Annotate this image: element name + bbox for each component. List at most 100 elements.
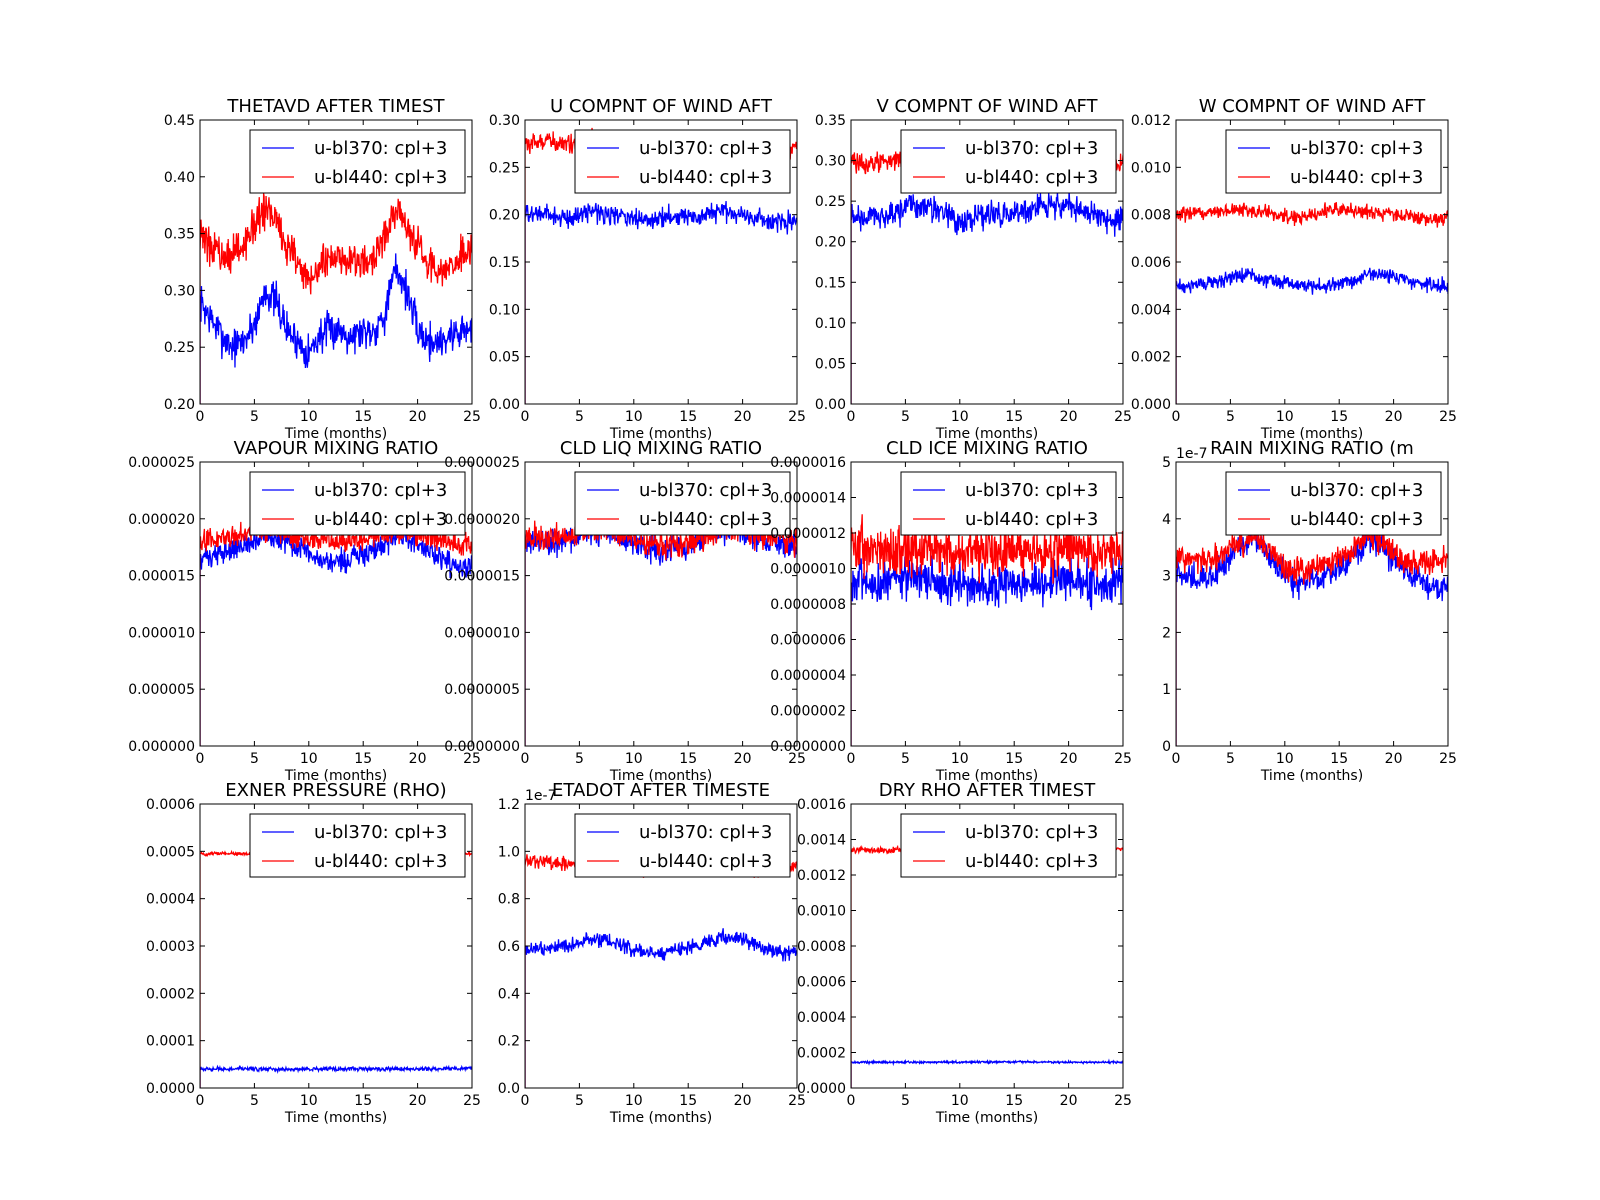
legend-entry: u-bl440: cpl+3 (639, 851, 772, 872)
x-tick-label: 15 (679, 1093, 697, 1109)
legend-entry: u-bl370: cpl+3 (1290, 138, 1423, 159)
y-tick-label: 0.25 (815, 194, 846, 210)
series-line-u-bl370 (200, 1064, 472, 1088)
y-tick-label: 0.000010 (128, 625, 195, 641)
series-line-u-bl440 (851, 844, 1123, 1088)
y-tick-label: 0.0000000 (770, 739, 846, 755)
y-tick-label: 0.45 (164, 113, 195, 129)
legend: u-bl370: cpl+3 u-bl440: cpl+3 (900, 129, 1117, 194)
y-tick-label: 1.2 (498, 797, 520, 813)
y-tick-label: 2 (1162, 625, 1171, 641)
x-tick-label: 20 (409, 751, 427, 767)
y-tick-label: 0.20 (489, 208, 520, 224)
x-tick-label: 20 (1385, 409, 1403, 425)
legend-entry: u-bl440: cpl+3 (965, 167, 1098, 188)
legend: u-bl370: cpl+3 u-bl440: cpl+3 (900, 813, 1117, 878)
x-tick-label: 10 (300, 751, 318, 767)
y-tick-label: 0.008 (1131, 208, 1171, 224)
x-axis-label: Time (months) (1260, 426, 1363, 442)
x-tick-label: 15 (354, 1093, 372, 1109)
y-tick-label: 3 (1162, 569, 1171, 585)
y-tick-label: 0.0000014 (770, 491, 846, 507)
x-tick-label: 0 (196, 751, 205, 767)
y-tick-label: 0.0002 (797, 1046, 846, 1062)
y-tick-label: 0.0002 (146, 986, 195, 1002)
legend-entry: u-bl370: cpl+3 (965, 822, 1098, 843)
series-line-u-bl370 (525, 516, 797, 746)
x-tick-label: 0 (847, 1093, 856, 1109)
x-axis-label: Time (months) (1260, 768, 1363, 784)
y-tick-label: 0 (1162, 739, 1171, 755)
x-tick-label: 5 (901, 1093, 910, 1109)
y-tick-label: 0.35 (815, 113, 846, 129)
subplot-11: 0 5 10 15 20 25 0.0000 0.0002 0.0004 0.0006 0.0008… (797, 780, 1132, 1126)
legend: u-bl370: cpl+3 u-bl440: cpl+3 (249, 813, 466, 878)
x-tick-label: 25 (463, 1093, 481, 1109)
x-tick-label: 25 (463, 409, 481, 425)
legend-entry: u-bl440: cpl+3 (965, 851, 1098, 872)
y-tick-label: 0.0004 (146, 892, 195, 908)
series-line-u-bl370 (851, 190, 1123, 404)
subplot-title: U COMPNT OF WIND AFT (550, 96, 773, 117)
legend: u-bl370: cpl+3 u-bl440: cpl+3 (249, 471, 466, 536)
x-tick-label: 20 (1060, 409, 1078, 425)
subplot-title: EXNER PRESSURE (RHO) (225, 780, 446, 801)
legend-entry: u-bl370: cpl+3 (965, 480, 1098, 501)
y-tick-label: 0.006 (1131, 255, 1171, 271)
legend-box (900, 813, 1117, 878)
y-tick-label: 0.20 (164, 397, 195, 413)
x-tick-label: 5 (1226, 409, 1235, 425)
y-tick-label: 0.2 (498, 1034, 520, 1050)
series-line-u-bl370 (525, 201, 797, 404)
x-tick-label: 20 (409, 1093, 427, 1109)
x-tick-label: 0 (847, 409, 856, 425)
y-tick-label: 0.0004 (797, 1010, 846, 1026)
x-tick-label: 0 (1172, 751, 1181, 767)
y-tick-label: 0.10 (489, 302, 520, 318)
legend-entry: u-bl370: cpl+3 (639, 138, 772, 159)
x-tick-label: 0 (521, 1093, 530, 1109)
y-tick-label: 0.6 (498, 939, 520, 955)
y-tick-label: 0.012 (1131, 113, 1171, 129)
x-tick-label: 15 (1005, 1093, 1023, 1109)
y-tick-label: 0.0016 (797, 797, 846, 813)
x-tick-label: 10 (300, 1093, 318, 1109)
x-tick-label: 10 (625, 1093, 643, 1109)
x-tick-label: 20 (1060, 751, 1078, 767)
x-tick-label: 0 (196, 409, 205, 425)
subplot-1: 0 5 10 15 20 25 0.20 0.25 0.30 0.35 0.40 0.45 THETAV… (164, 96, 481, 442)
subplot-title: CLD LIQ MIXING RATIO (560, 438, 762, 459)
x-axis-label: Time (months) (609, 1110, 712, 1126)
legend-box (574, 129, 791, 194)
series-line-u-bl370 (1176, 267, 1448, 404)
subplot-title: ETADOT AFTER TIMESTE (552, 780, 770, 801)
axes-frame (1175, 461, 1449, 747)
x-tick-label: 20 (734, 1093, 752, 1109)
subplot-6: 0 5 10 15 20 250.00000000.00000050.00000100.0… (444, 438, 806, 784)
y-tick-label: 0.15 (489, 255, 520, 271)
series-line-u-bl370 (200, 253, 472, 404)
x-tick-label: 5 (250, 409, 259, 425)
y-tick-label: 0.010 (1131, 160, 1171, 176)
x-tick-label: 5 (250, 751, 259, 767)
y-tick-label: 0.000020 (128, 512, 195, 528)
legend-entry: u-bl440: cpl+3 (1290, 167, 1423, 188)
y-tick-label: 0.0000005 (444, 682, 520, 698)
x-tick-label: 5 (250, 1093, 259, 1109)
axes-frame (524, 461, 798, 747)
x-tick-label: 0 (196, 1093, 205, 1109)
axes-frame (850, 119, 1124, 405)
subplot-3: 0 5 10 15 20 25 0.00 0.05 0.10 0.15 0.20 0.25 0.30 0.… (815, 96, 1132, 442)
x-axis-label: Time (months) (609, 426, 712, 442)
series-line-u-bl440 (200, 849, 472, 1088)
x-axis-label: Time (months) (284, 768, 387, 784)
subplot-title: W COMPNT OF WIND AFT (1199, 96, 1427, 117)
x-tick-label: 25 (1114, 751, 1132, 767)
y-tick-label: 0.0000002 (770, 704, 846, 720)
x-tick-label: 15 (1005, 751, 1023, 767)
y-offset-label: 1e-7 (1176, 446, 1207, 462)
legend-box (900, 471, 1117, 536)
y-tick-label: 0.000000 (128, 739, 195, 755)
legend-box (249, 129, 466, 194)
